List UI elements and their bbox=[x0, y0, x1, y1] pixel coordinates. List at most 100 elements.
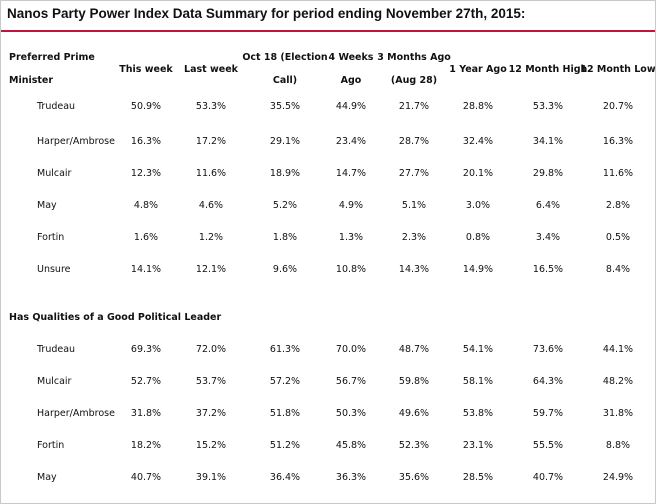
cell: 24.9% bbox=[602, 472, 634, 483]
row-label: Mulcair bbox=[37, 376, 72, 387]
cell: 53.8% bbox=[462, 408, 494, 419]
cell: 16.3% bbox=[130, 136, 162, 147]
cell: 12.1% bbox=[195, 264, 227, 275]
row-label: Fortin bbox=[37, 440, 65, 451]
cell: 8.8% bbox=[605, 440, 631, 451]
cell: 35.6% bbox=[398, 472, 430, 483]
column-header: Ago bbox=[340, 75, 362, 86]
cell: 32.4% bbox=[462, 136, 494, 147]
cell: 53.7% bbox=[195, 376, 227, 387]
cell: 45.8% bbox=[335, 440, 367, 451]
cell: 5.2% bbox=[272, 200, 298, 211]
cell: 18.2% bbox=[130, 440, 162, 451]
cell: 64.3% bbox=[532, 376, 564, 387]
cell: 8.4% bbox=[605, 264, 631, 275]
cell: 52.3% bbox=[398, 440, 430, 451]
cell: 36.4% bbox=[269, 472, 301, 483]
column-header: (Aug 28) bbox=[390, 75, 438, 86]
column-header: 4 Weeks bbox=[328, 52, 374, 63]
cell: 14.7% bbox=[335, 168, 367, 179]
cell: 28.7% bbox=[398, 136, 430, 147]
cell: 4.8% bbox=[133, 200, 159, 211]
cell: 53.3% bbox=[195, 101, 227, 112]
cell: 9.6% bbox=[272, 264, 298, 275]
cell: 50.9% bbox=[130, 101, 162, 112]
cell: 20.7% bbox=[602, 101, 634, 112]
cell: 20.1% bbox=[462, 168, 494, 179]
cell: 16.5% bbox=[532, 264, 564, 275]
cell: 40.7% bbox=[532, 472, 564, 483]
cell: 49.6% bbox=[398, 408, 430, 419]
cell: 14.3% bbox=[398, 264, 430, 275]
cell: 48.2% bbox=[602, 376, 634, 387]
column-header: 3 Months Ago bbox=[377, 52, 451, 63]
column-header: Oct 18 (Election bbox=[242, 52, 328, 63]
cell: 27.7% bbox=[398, 168, 430, 179]
cell: 1.6% bbox=[133, 232, 159, 243]
cell: 23.4% bbox=[335, 136, 367, 147]
cell: 28.8% bbox=[462, 101, 494, 112]
column-header: Last week bbox=[184, 64, 238, 75]
cell: 59.7% bbox=[532, 408, 564, 419]
cell: 11.6% bbox=[195, 168, 227, 179]
section-title: Has Qualities of a Good Political Leader bbox=[9, 312, 222, 323]
row-label: Harper/Ambrose bbox=[37, 408, 115, 419]
cell: 58.1% bbox=[462, 376, 494, 387]
cell: 35.5% bbox=[269, 101, 301, 112]
column-header: 1 Year Ago bbox=[449, 64, 507, 75]
cell: 2.8% bbox=[605, 200, 631, 211]
cell: 15.2% bbox=[195, 440, 227, 451]
cell: 59.8% bbox=[398, 376, 430, 387]
cell: 61.3% bbox=[269, 344, 301, 355]
column-header: This week bbox=[119, 64, 173, 75]
cell: 5.1% bbox=[401, 200, 427, 211]
cell: 10.8% bbox=[335, 264, 367, 275]
cell: 73.6% bbox=[532, 344, 564, 355]
cell: 14.9% bbox=[462, 264, 494, 275]
cell: 51.2% bbox=[269, 440, 301, 451]
cell: 6.4% bbox=[535, 200, 561, 211]
row-label: Trudeau bbox=[37, 344, 76, 355]
cell: 50.3% bbox=[335, 408, 367, 419]
cell: 0.5% bbox=[605, 232, 631, 243]
cell: 12.3% bbox=[130, 168, 162, 179]
cell: 17.2% bbox=[195, 136, 227, 147]
cell: 48.7% bbox=[398, 344, 430, 355]
title: Nanos Party Power Index Data Summary for… bbox=[7, 6, 526, 21]
row-label: May bbox=[37, 472, 57, 483]
cell: 57.2% bbox=[269, 376, 301, 387]
section-title: Preferred Prime bbox=[9, 52, 95, 63]
cell: 0.8% bbox=[465, 232, 491, 243]
cell: 37.2% bbox=[195, 408, 227, 419]
row-label: Unsure bbox=[37, 264, 71, 275]
cell: 23.1% bbox=[462, 440, 494, 451]
cell: 54.1% bbox=[462, 344, 494, 355]
cell: 69.3% bbox=[130, 344, 162, 355]
cell: 39.1% bbox=[195, 472, 227, 483]
cell: 3.4% bbox=[535, 232, 561, 243]
cell: 70.0% bbox=[335, 344, 367, 355]
cell: 52.7% bbox=[130, 376, 162, 387]
cell: 1.2% bbox=[198, 232, 224, 243]
row-label: Trudeau bbox=[37, 101, 76, 112]
cell: 44.9% bbox=[335, 101, 367, 112]
cell: 2.3% bbox=[401, 232, 427, 243]
cell: 4.6% bbox=[198, 200, 224, 211]
column-header: Call) bbox=[272, 75, 298, 86]
row-label: Harper/Ambrose bbox=[37, 136, 115, 147]
cell: 56.7% bbox=[335, 376, 367, 387]
cell: 18.9% bbox=[269, 168, 301, 179]
cell: 16.3% bbox=[602, 136, 634, 147]
cell: 1.3% bbox=[338, 232, 364, 243]
cell: 51.8% bbox=[269, 408, 301, 419]
column-header: 12 Month Low bbox=[580, 64, 656, 75]
cell: 1.8% bbox=[272, 232, 298, 243]
cell: 31.8% bbox=[602, 408, 634, 419]
cell: 21.7% bbox=[398, 101, 430, 112]
section-title: Minister bbox=[9, 75, 54, 86]
cell: 29.1% bbox=[269, 136, 301, 147]
row-label: May bbox=[37, 200, 57, 211]
cell: 40.7% bbox=[130, 472, 162, 483]
cell: 31.8% bbox=[130, 408, 162, 419]
